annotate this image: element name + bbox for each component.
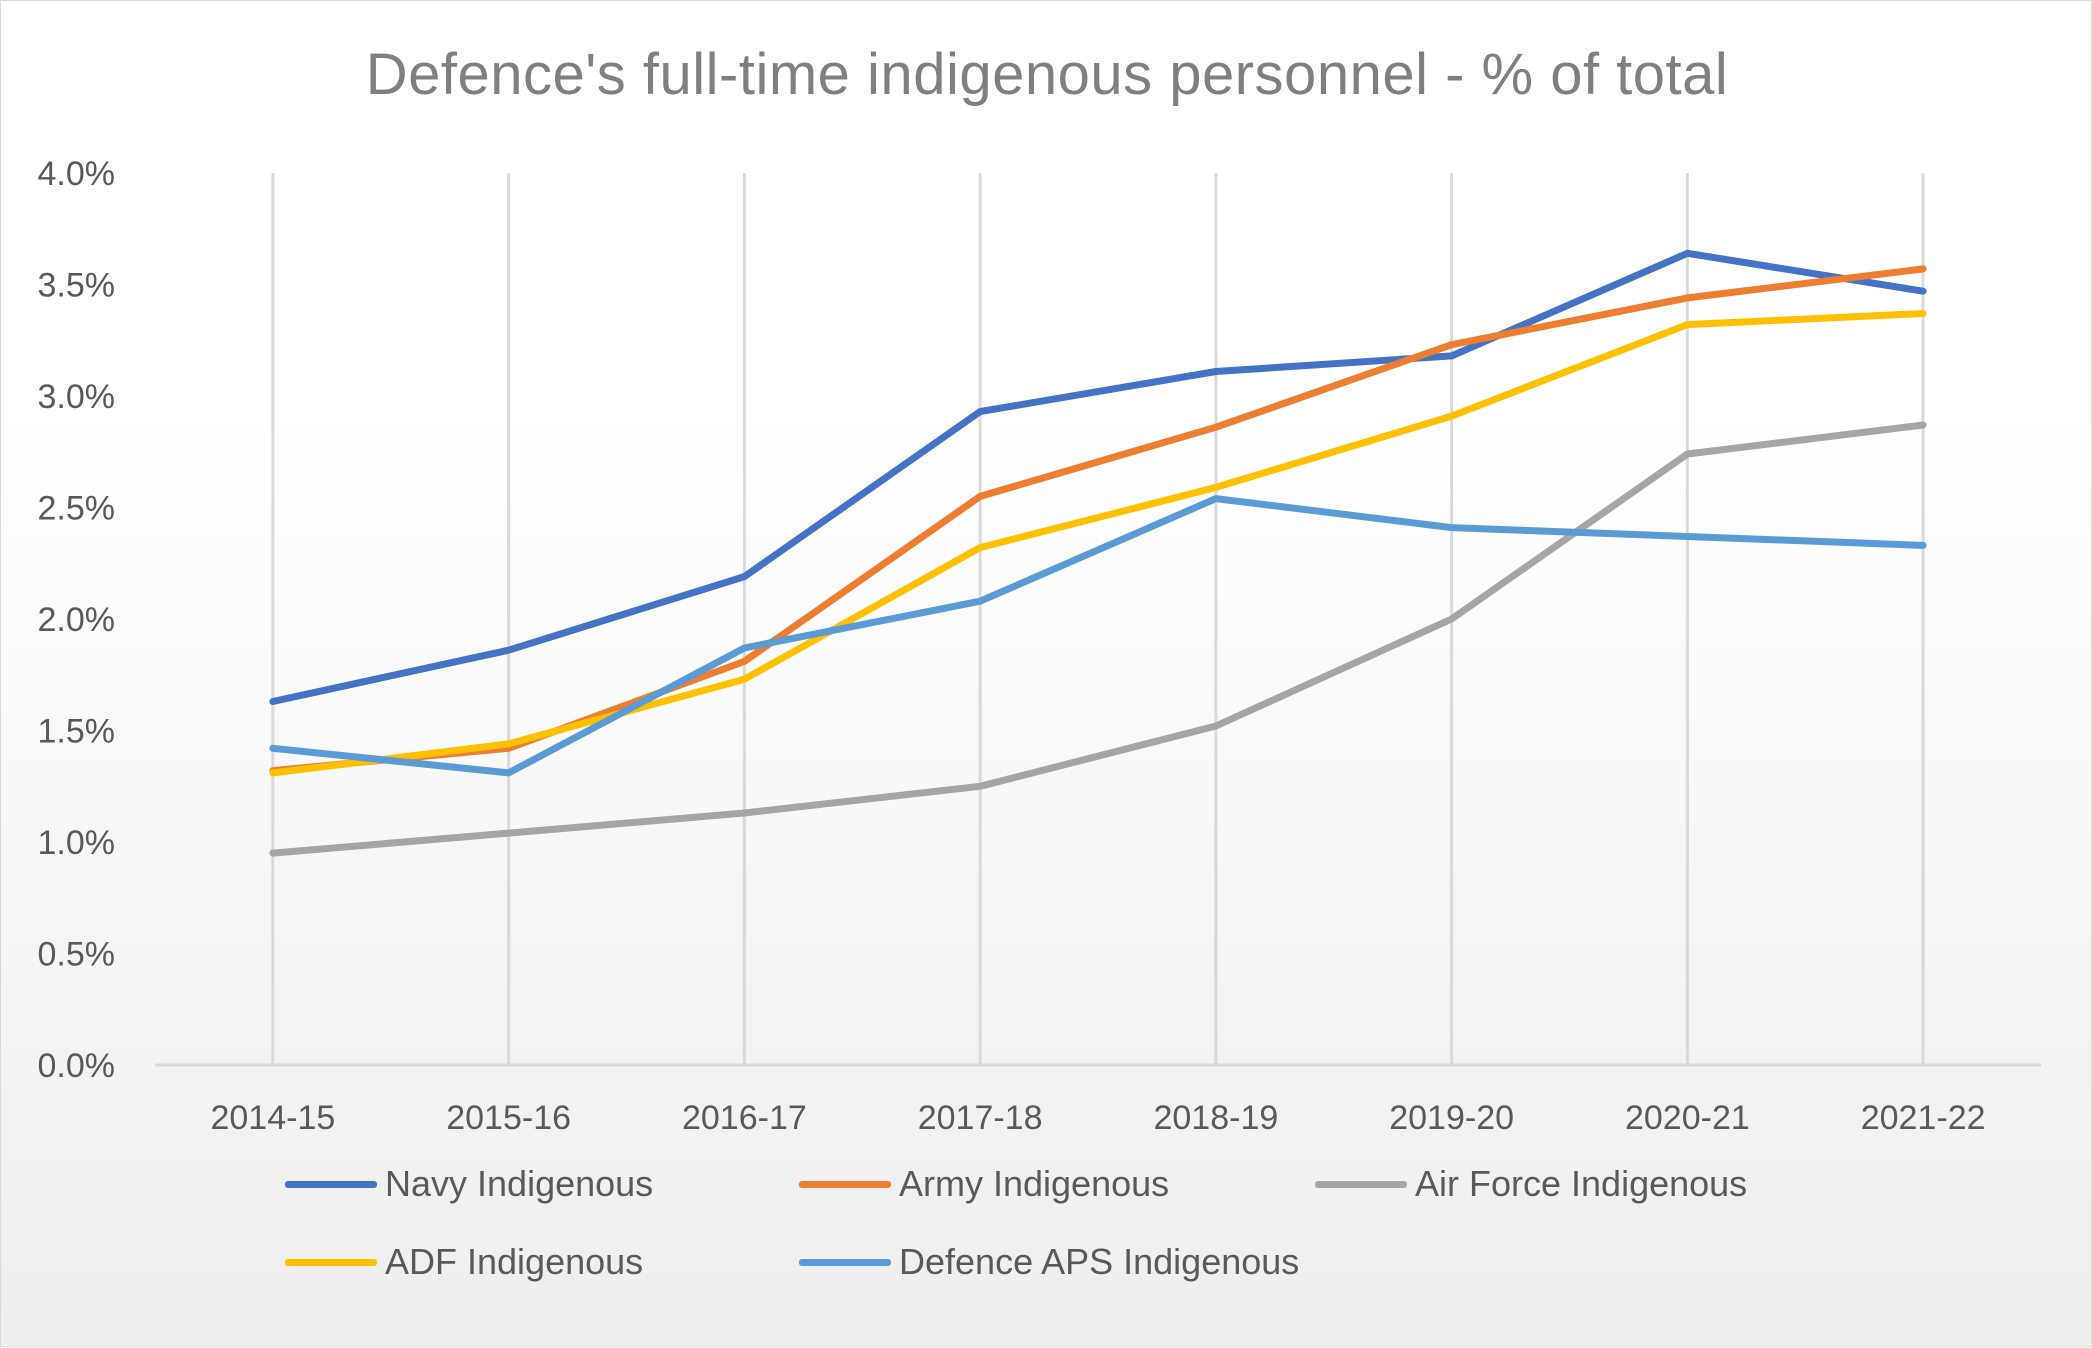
y-tick-label: 3.5% xyxy=(38,267,116,305)
x-tick-label: 2014-15 xyxy=(210,1099,335,1137)
x-axis-ticks: 2014-15 2015-16 2016-17 2017-18 2018-19 2019-… xyxy=(210,1099,1985,1137)
x-tick-label: 2021-22 xyxy=(1861,1099,1986,1137)
y-tick-label: 3.0% xyxy=(38,378,116,416)
x-tick-label: 2017-18 xyxy=(918,1099,1043,1137)
y-tick-label: 1.5% xyxy=(38,713,116,751)
y-tick-label: 4.0% xyxy=(38,155,116,193)
x-tick-label: 2015-16 xyxy=(446,1099,571,1137)
series-line-navy-indigenous xyxy=(269,249,1927,705)
series-line-adf-indigenous xyxy=(269,310,1927,777)
x-tick-label: 2020-21 xyxy=(1625,1099,1750,1137)
y-axis-ticks: 0.0% 0.5% 1.0% 1.5% 2.0% 2.5% 3.0% 3.5% 4.0% xyxy=(38,155,116,1085)
x-tick-label: 2016-17 xyxy=(682,1099,807,1137)
y-tick-label: 0.0% xyxy=(38,1047,116,1085)
series-line-defence-aps-indigenous xyxy=(269,495,1927,777)
x-tick-label: 2019-20 xyxy=(1389,1099,1514,1137)
series-lines xyxy=(269,249,1927,857)
y-tick-label: 0.5% xyxy=(38,936,116,974)
y-tick-label: 2.0% xyxy=(38,601,116,639)
y-tick-label: 1.0% xyxy=(38,824,116,862)
series-line-air-force-indigenous xyxy=(269,421,1927,857)
chart-title: Defence's full-time indigenous personnel… xyxy=(365,42,1729,107)
gridlines xyxy=(271,173,1925,1065)
y-tick-label: 2.5% xyxy=(38,490,116,528)
x-tick-label: 2018-19 xyxy=(1153,1099,1278,1137)
